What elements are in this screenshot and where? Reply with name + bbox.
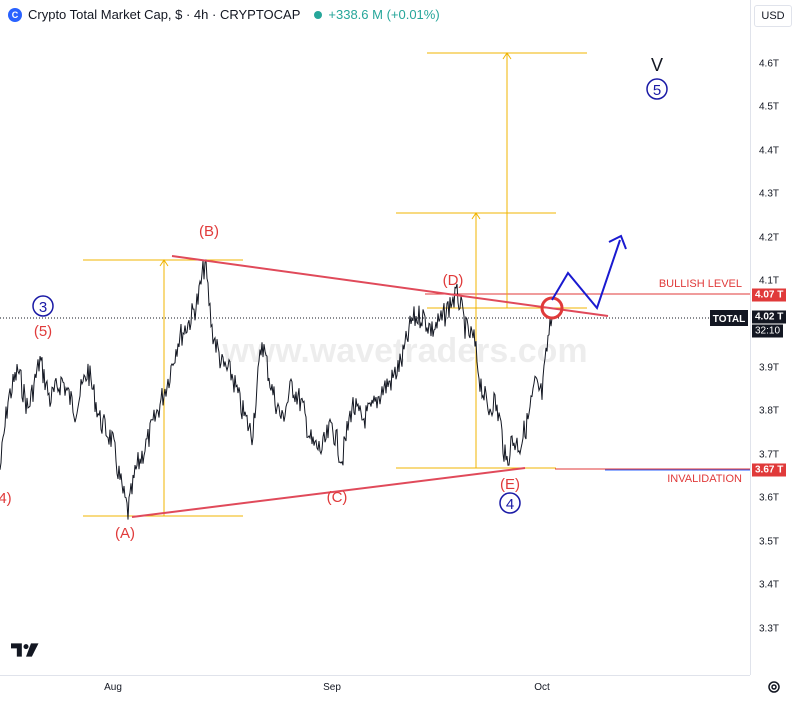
total-label: TOTAL (713, 314, 745, 325)
chart-settings-icon[interactable] (766, 679, 782, 695)
wave-5-label: 5 (653, 82, 661, 99)
wave-paren5-label: (5) (34, 323, 52, 340)
invalidation-label: INVALIDATION (667, 473, 742, 485)
market-status-dot-icon (314, 10, 323, 19)
chart-header: C Crypto Total Market Cap, $ · 4h · CRYP… (8, 7, 440, 22)
wave-D-label: (D) (443, 272, 464, 289)
wave-C-label: (C) (327, 489, 348, 506)
projection-arrowhead (608, 234, 627, 250)
price-tick-label: 4.1T (759, 275, 780, 287)
price-change: +338.6 M (+0.01%) (328, 7, 440, 22)
total-label-bg (710, 310, 748, 326)
price-tick-label: 3.4T (759, 579, 780, 591)
currency-select[interactable]: USD (754, 5, 792, 27)
triangle-lower-line (131, 467, 526, 518)
countdown-tag: 32:10 (752, 324, 784, 338)
time-label-aug: Aug (104, 682, 122, 693)
price-axis[interactable]: USD 4.6T 4.5T 4.4T 4.3T 4.2T 4.1T 3.9T 3.8T 3.7T… (751, 0, 800, 700)
wave-3-circle (32, 295, 54, 317)
price-tick-label: 3.7T (759, 449, 780, 461)
chart-title[interactable]: Crypto Total Market Cap, $ · 4h · CRYPTO… (28, 7, 301, 22)
wave-A-label: (A) (115, 525, 135, 542)
chart-area[interactable]: www.wavetraders.com (0, 0, 751, 675)
price-tick-label: 3.3T (759, 623, 780, 635)
chart-canvas[interactable]: www.wavetraders.com (0, 0, 750, 675)
price-tick-label: 3.5T (759, 536, 780, 548)
time-axis[interactable]: Aug Sep Oct (0, 675, 750, 701)
breakout-circle (540, 296, 564, 320)
price-candles (0, 259, 553, 520)
price-tick-label: 4.3T (759, 188, 780, 200)
price-tick-label: 3.6T (759, 492, 780, 504)
price-tick-label: 4.6T (759, 58, 780, 70)
time-label-sep: Sep (323, 682, 341, 693)
wave-5-circle (646, 78, 668, 100)
price-tick-label: 3.9T (759, 362, 780, 374)
wave-4-circle (499, 492, 521, 514)
wave-v-label: V (651, 55, 663, 75)
fib-projection-lines (83, 52, 587, 517)
projection-path (551, 239, 621, 311)
watermark: www.wavetraders.com (221, 332, 587, 370)
triangle-upper-line (171, 255, 609, 317)
current-price-tag: 4.02 T (752, 310, 787, 324)
fib-arrowheads (159, 52, 512, 267)
wave-B-label: (B) (199, 223, 219, 240)
bullish-level-label: BULLISH LEVEL (659, 278, 742, 290)
wave-paren4-label: 4) (0, 490, 12, 507)
wave-3-label: 3 (39, 299, 47, 316)
time-label-oct: Oct (534, 682, 550, 693)
price-tick-label: 4.2T (759, 232, 780, 244)
wave-E-label: (E) (500, 476, 520, 493)
crypto-logo-icon: C (8, 7, 22, 22)
bullish-price-tag: 4.07 T (752, 288, 787, 302)
price-tick-label: 4.5T (759, 101, 780, 113)
wave-4-label: 4 (506, 496, 514, 513)
price-tick-label: 3.8T (759, 405, 780, 417)
price-tick-label: 4.4T (759, 145, 780, 157)
tradingview-logo-icon[interactable] (11, 641, 41, 659)
invalidation-price-tag: 3.67 T (752, 463, 787, 477)
